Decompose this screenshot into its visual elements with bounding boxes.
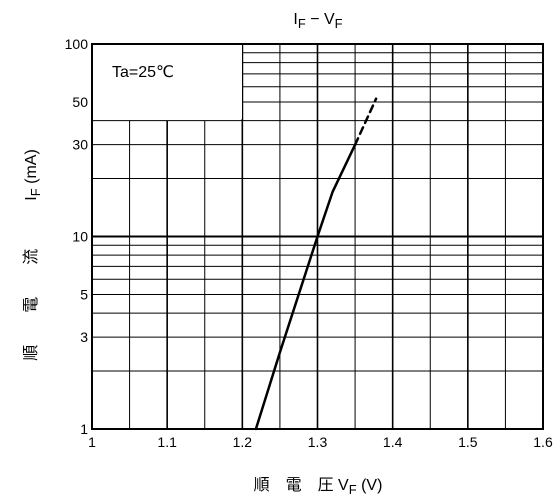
curves bbox=[254, 97, 378, 431]
plot-frame bbox=[91, 43, 544, 430]
x-tick-label: 1 bbox=[88, 434, 96, 450]
series-line-dashed bbox=[353, 97, 378, 146]
x-tick-label: 1.2 bbox=[233, 434, 253, 450]
y-axis-label: 順 電 流 IF (mA) bbox=[22, 149, 43, 361]
chart-title: IF − VF bbox=[293, 11, 342, 31]
svg-text:順 電 流 IF (mA): 順 電 流 IF (mA) bbox=[22, 149, 43, 361]
x-tick-label: 1.6 bbox=[533, 434, 553, 450]
tick-labels: 1 1.1 1.2 1.3 1.4 1.5 1.6 1 3 5 10 30 50 100 bbox=[65, 36, 553, 450]
y-tick-label: 5 bbox=[80, 286, 88, 302]
y-tick-label: 30 bbox=[72, 137, 88, 153]
series-line bbox=[254, 143, 357, 431]
y-tick-label: 1 bbox=[80, 421, 88, 437]
y-tick-label: 100 bbox=[65, 36, 89, 52]
y-tick-label: 3 bbox=[80, 329, 88, 345]
annotation-box bbox=[93, 45, 242, 119]
x-tick-label: 1.4 bbox=[383, 434, 403, 450]
x-axis-label: 順 電 圧 VF (V) bbox=[254, 476, 383, 497]
x-tick-label: 1.3 bbox=[308, 434, 328, 450]
y-tick-label: 10 bbox=[72, 229, 88, 245]
x-tick-label: 1.1 bbox=[157, 434, 177, 450]
annotation-text: Ta=25℃ bbox=[112, 64, 174, 81]
x-tick-label: 1.5 bbox=[458, 434, 478, 450]
y-tick-label: 50 bbox=[72, 94, 88, 110]
